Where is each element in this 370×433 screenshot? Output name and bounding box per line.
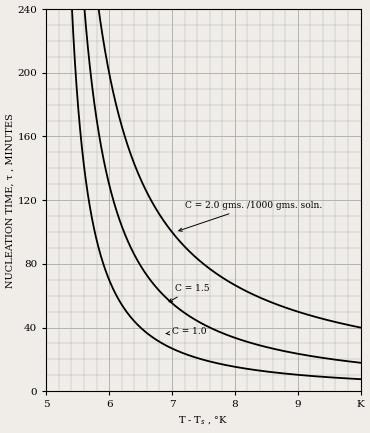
Text: C = 1.0: C = 1.0 bbox=[166, 327, 206, 336]
Text: C = 1.5: C = 1.5 bbox=[169, 284, 210, 302]
X-axis label: T - T$_s$ , °K: T - T$_s$ , °K bbox=[178, 415, 229, 427]
Y-axis label: NUCLEATION TIME, τ , MINUTES: NUCLEATION TIME, τ , MINUTES bbox=[6, 113, 14, 288]
Text: C = 2.0 gms. /1000 gms. soln.: C = 2.0 gms. /1000 gms. soln. bbox=[179, 201, 322, 231]
